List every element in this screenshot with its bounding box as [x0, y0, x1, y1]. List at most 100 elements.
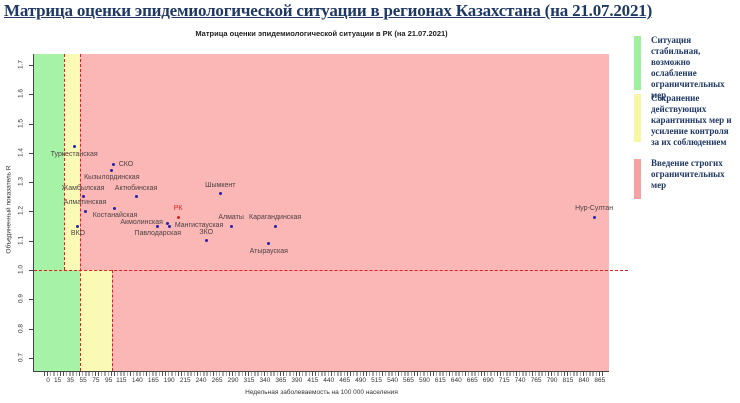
threshold-vline-shared [79, 54, 81, 371]
data-point [229, 224, 233, 228]
x-tick-label: 565 [403, 377, 414, 384]
x-tick-label: 365 [275, 377, 287, 384]
x-tick-label: 740 [514, 377, 526, 384]
data-point [83, 209, 87, 213]
y-tick-label: 0.9 [17, 294, 25, 304]
y-tick-mark [29, 123, 34, 125]
x-tick-label: 390 [291, 377, 303, 384]
data-point [168, 224, 172, 228]
data-point [166, 221, 170, 225]
y-tick-label: 1.3 [17, 177, 25, 187]
x-axis-line [34, 371, 609, 372]
x-tick-label: 165 [147, 377, 159, 384]
y-tick-label: 0.8 [17, 323, 25, 333]
y-tick-mark [29, 299, 34, 301]
legend-label: Ситуация стабильная, возможно ослабление… [651, 35, 725, 100]
point-label: РК [173, 205, 183, 213]
legend-label: Сохранение действующих карантинных мер и… [651, 93, 732, 147]
point-label: Алматы [218, 214, 244, 222]
y-tick-mark [29, 270, 34, 271]
data-point [267, 242, 271, 246]
point-label: ЗКО [199, 228, 214, 236]
x-tick-label: 95 [104, 377, 113, 384]
legend-label: Введение строгих ограничительных мер [651, 158, 725, 190]
zone-red-top [79, 54, 609, 270]
x-tick-label: 140 [131, 377, 143, 384]
x-tick-label: 265 [211, 377, 223, 384]
zone-red-bottom [111, 270, 609, 371]
y-tick-mark [29, 94, 34, 96]
point-label: Кызылординская [84, 174, 140, 182]
y-tick-label: 1.4 [17, 147, 25, 157]
x-tick-label: 865 [594, 377, 606, 384]
legend-swatch-yellow [634, 94, 641, 142]
y-tick-label: 0.7 [17, 352, 25, 362]
point-label: Жамбылская [61, 184, 105, 192]
x-tick-label: 55 [79, 377, 87, 384]
x-tick-label: 415 [307, 377, 319, 384]
x-tick-label: 640 [450, 377, 462, 384]
point-label: СКО [118, 160, 134, 168]
x-tick-label: 35 [66, 377, 74, 384]
point-label: Нур-Султан [575, 205, 614, 213]
threshold-vline-lower [111, 270, 113, 371]
x-tick-label: 465 [339, 377, 351, 384]
x-tick-label: 840 [578, 377, 590, 384]
data-point [76, 224, 80, 228]
y-tick-mark [29, 152, 34, 154]
x-tick-label: 75 [92, 377, 100, 384]
r-equals-1-line [34, 270, 628, 271]
x-tick-label: 190 [163, 377, 175, 384]
x-tick-label: 665 [466, 377, 478, 384]
data-point [112, 163, 116, 167]
x-axis-title: Недельная заболеваемость на 100 000 насе… [245, 389, 398, 396]
x-tick-label: 0 [46, 377, 50, 384]
point-label: Алматинская [63, 199, 107, 207]
data-point [176, 215, 180, 219]
y-tick-label: 1.5 [17, 118, 25, 128]
data-point [218, 192, 222, 196]
x-tick-label: 515 [371, 377, 382, 384]
legend-swatch-red [634, 159, 641, 199]
zone-green-bottom [34, 270, 80, 371]
x-tick-label: 115 [116, 377, 127, 384]
legend-swatch-green [634, 36, 641, 90]
x-tick-label: 315 [243, 377, 255, 384]
data-point [72, 145, 76, 149]
x-tick-label: 540 [387, 377, 398, 384]
y-tick-mark [29, 357, 34, 359]
x-axis-minor-ticks [44, 372, 603, 376]
data-point [113, 206, 117, 210]
x-tick-label: 215 [179, 377, 191, 384]
point-label: Туркестанская [50, 150, 98, 158]
point-label: Актюбинская [114, 184, 158, 192]
x-tick-label: 715 [498, 377, 510, 384]
data-point [592, 215, 596, 219]
point-label: Карагандинская [249, 214, 302, 222]
x-tick-label: 15 [53, 377, 62, 384]
data-point [273, 224, 277, 228]
y-axis-title: Объединенный показатель R [5, 165, 13, 254]
y-tick-mark [29, 64, 34, 66]
y-tick-label: 1.1 [17, 235, 25, 245]
chart-title: Матрица оценки эпидемиологической ситуац… [195, 29, 448, 38]
zone-green-top [34, 54, 64, 270]
x-tick-label: 690 [482, 377, 494, 384]
point-label: Шымкент [205, 181, 236, 189]
zone-yellow-top [63, 54, 80, 270]
x-tick-label: 340 [259, 377, 271, 384]
x-tick-label: 240 [195, 377, 207, 384]
x-tick-label: 790 [546, 377, 558, 384]
threshold-vline-upper [63, 54, 65, 270]
y-tick-label: 1.7 [17, 59, 25, 69]
x-tick-label: 615 [434, 377, 446, 384]
zone-yellow-bottom [79, 270, 112, 371]
x-tick-label: 765 [530, 377, 542, 384]
x-tick-label: 290 [227, 377, 239, 384]
y-tick-label: 1.2 [17, 206, 25, 216]
data-point [110, 168, 114, 172]
point-label: Акмолинская [120, 219, 163, 227]
y-tick-mark [29, 240, 34, 242]
point-label: Костанайская [92, 212, 138, 220]
